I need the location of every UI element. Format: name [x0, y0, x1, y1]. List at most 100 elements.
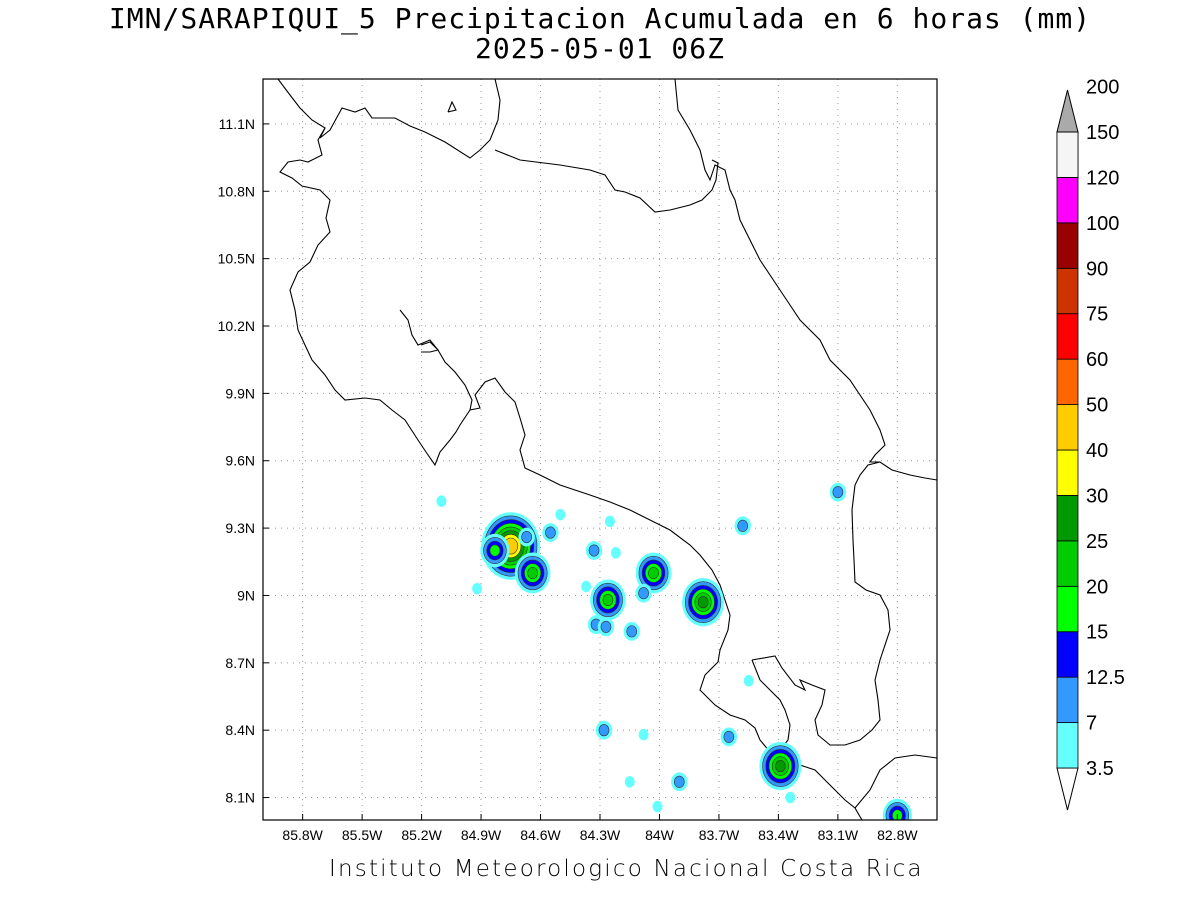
tick-label-lat: 10.2N — [218, 318, 255, 334]
colorbar-upper-arrow — [1056, 89, 1079, 133]
colorbar-label: 75 — [1086, 304, 1108, 326]
precip-cell — [514, 552, 551, 594]
precip-contour — [610, 547, 621, 559]
colorbar-label: 15 — [1086, 622, 1108, 644]
colorbar-label: 30 — [1086, 485, 1108, 507]
chart-title: IMN/SARAPIQUI_5 Precipitacion Acumulada … — [108, 2, 1092, 35]
precip-contour — [598, 724, 610, 737]
colorbar-label: 7 — [1086, 713, 1097, 735]
tick-label-lon: 84.9W — [461, 827, 502, 843]
tick-label-lon: 82.8W — [877, 827, 918, 843]
precip-contour — [697, 596, 709, 609]
precip-contour — [638, 728, 649, 741]
precip-cell — [610, 547, 621, 559]
tick-label-lat: 9.6N — [225, 453, 255, 469]
colorbar-lower-arrow — [1056, 767, 1079, 811]
tick-label-lat: 9.3N — [225, 520, 255, 536]
precip-cell — [652, 800, 663, 813]
plot-frame — [262, 78, 938, 821]
tick-label-lon: 85.8W — [282, 827, 323, 843]
precip-contour — [581, 580, 592, 593]
axis-ticks: 85.8W 85.5W 85.2W 84.9W 84.6W 84.3W 84W 83.7W 83… — [218, 116, 919, 843]
colorbar-box — [1056, 631, 1079, 678]
precip-cell — [595, 720, 613, 740]
colorbar-label: 40 — [1086, 440, 1108, 462]
precip-contour — [489, 544, 501, 557]
tick-label-lon: 83.7W — [699, 827, 740, 843]
precip-cell — [720, 727, 738, 747]
footer-credit: Instituto Meteorologico Nacional Costa R… — [329, 856, 924, 882]
tick-label-lat: 8.1N — [225, 790, 255, 806]
colorbar-box — [1056, 722, 1079, 769]
precip-cell — [585, 541, 603, 560]
precip-cell — [829, 482, 847, 502]
colorbar-label: 120 — [1086, 167, 1119, 189]
precip-cell — [785, 791, 796, 804]
tick-label-lat: 9.9N — [225, 385, 255, 401]
precip-cell — [436, 495, 447, 507]
precip-cell — [635, 583, 652, 603]
tick-label-lon: 83.4W — [758, 827, 799, 843]
coastline-outline — [263, 79, 937, 820]
precip-cell — [518, 527, 535, 547]
precip-cell — [624, 776, 635, 788]
precip-contour — [436, 495, 447, 507]
precip-contour — [626, 625, 638, 638]
precip-contour — [723, 730, 735, 743]
precip-cell — [882, 798, 912, 820]
colorbar-box — [1056, 676, 1079, 723]
tick-label-lat: 10.8N — [218, 183, 255, 199]
precip-contour — [604, 515, 615, 528]
colorbar-legend: 3.5 7 12.5 15 20 25 30 40 50 60 75 90 100 120 150 200 — [1056, 77, 1125, 811]
tick-label-lat: 11.1N — [219, 116, 255, 132]
colorbar-label: 25 — [1086, 531, 1108, 553]
colorbar-box — [1056, 540, 1079, 587]
precip-contour — [785, 791, 796, 804]
coastline-pacific-nicoya — [279, 127, 863, 820]
colorbar-box — [1056, 495, 1079, 542]
precip-contour — [602, 593, 614, 606]
precip-cell — [671, 772, 688, 792]
map-grid — [263, 79, 937, 820]
precip-cell — [472, 582, 483, 595]
colorbar-box — [1056, 222, 1079, 269]
colorbar-label: 50 — [1086, 395, 1108, 417]
precip-cell — [734, 516, 751, 536]
precip-contour — [775, 760, 786, 773]
colorbar-label: 100 — [1086, 213, 1119, 235]
precip-contour — [624, 776, 635, 788]
precip-contour — [832, 486, 844, 499]
tick-label-lat: 8.7N — [225, 655, 255, 671]
coastline-north — [277, 79, 501, 159]
tick-label-lon: 83.1W — [818, 827, 859, 843]
golfo-dulce-shore — [751, 659, 791, 751]
colorbar-box — [1056, 177, 1079, 224]
colorbar-box — [1056, 313, 1079, 360]
panama-coast — [854, 754, 937, 809]
precip-cell — [743, 675, 754, 687]
precip-cell — [597, 617, 615, 637]
osa-peninsula-coast — [751, 461, 891, 746]
colorbar-label: 90 — [1086, 258, 1108, 280]
precip-contour — [648, 566, 659, 580]
precip-cell — [581, 580, 592, 593]
precip-contour — [600, 620, 612, 633]
colorbar-label: 200 — [1086, 77, 1119, 99]
precip-contour — [673, 775, 685, 788]
precip-contour — [638, 587, 649, 600]
tick-label-lat: 9N — [237, 587, 255, 603]
nicoya-island — [420, 341, 440, 353]
precip-contour — [472, 582, 483, 595]
colorbar-label: 20 — [1086, 576, 1108, 598]
precip-cell — [638, 728, 649, 741]
precip-cell — [590, 579, 626, 621]
precip-contour — [743, 675, 754, 687]
tick-label-lon: 84.3W — [580, 827, 621, 843]
precip-contour — [652, 800, 663, 813]
precipitation-cells — [436, 482, 912, 820]
tick-label-lon: 85.5W — [342, 827, 383, 843]
colorbar-box — [1056, 358, 1079, 405]
small-island — [447, 100, 457, 113]
tick-label-lon: 85.2W — [401, 827, 442, 843]
